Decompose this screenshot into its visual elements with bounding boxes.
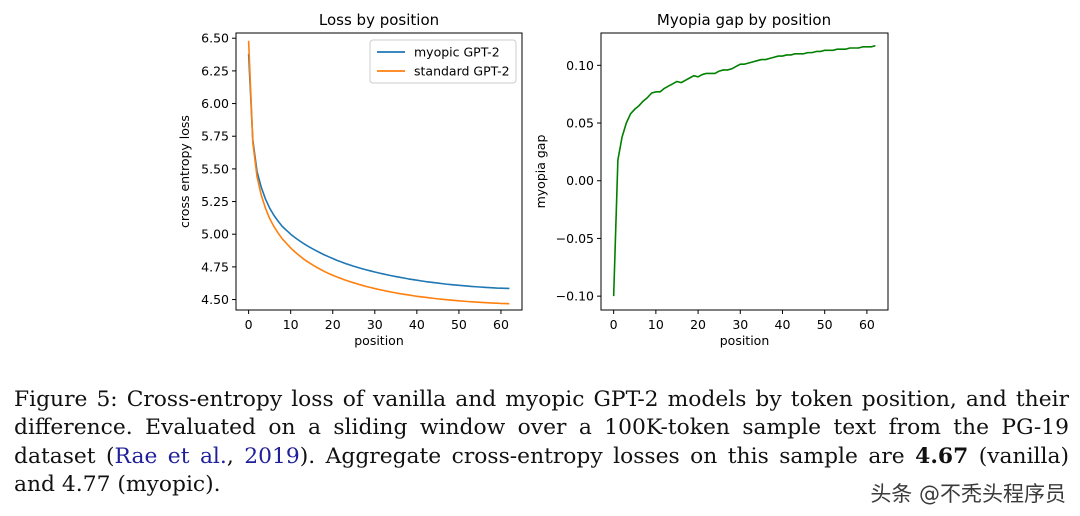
vanilla-loss-value: 4.67 <box>915 443 969 469</box>
plot-frame <box>600 32 889 311</box>
citation-separator: , <box>226 443 245 469</box>
figure-charts: 0 10 20 30 40 50 60 4.50 4.75 5.00 5.25 5.50 5.75 6.0… <box>177 11 889 348</box>
x-axis-label: position <box>720 333 770 348</box>
y-tick-label: 4.75 <box>201 259 229 274</box>
x-tick-label: 50 <box>451 317 467 332</box>
series-line-myopia-gap <box>612 44 876 297</box>
y-axis-label: myopia gap <box>533 135 548 209</box>
watermark: 头条 @不秃头程序员 <box>870 482 1066 506</box>
y-tick-label: 0.05 <box>566 116 594 131</box>
y-tick-label: 5.25 <box>201 194 229 209</box>
legend-box <box>369 39 517 84</box>
y-tick-label: 0.00 <box>566 173 594 188</box>
y-tick-label: 4.50 <box>201 292 229 307</box>
y-tick-label: 6.25 <box>201 63 229 78</box>
plot-frame <box>235 32 523 311</box>
legend: myopic GPT-2 standard GPT-2 <box>369 39 517 84</box>
y-tick-label: 5.75 <box>201 129 229 144</box>
series-line-myopic-gpt-2 <box>247 53 510 290</box>
x-tick-label: 30 <box>732 317 748 332</box>
citation-link-year[interactable]: 2019 <box>244 443 300 469</box>
y-tick-label: 6.50 <box>201 31 229 46</box>
legend-entry: myopic GPT-2 <box>414 45 500 60</box>
caption-text-2: ). Aggregate cross-entropy losses on thi… <box>299 443 916 469</box>
legend-entry: standard GPT-2 <box>414 64 510 79</box>
chart-title: Myopia gap by position <box>657 11 831 29</box>
loss-by-position-chart: 0 10 20 30 40 50 60 4.50 4.75 5.00 5.25 5.50 5.75 6.0… <box>177 11 523 348</box>
x-tick-label: 0 <box>610 317 618 332</box>
figure-caption: Figure 5: Cross-entropy loss of vanilla … <box>14 386 1069 500</box>
caption-text-1: Figure 5: Cross-entropy loss of vanilla … <box>14 387 1069 469</box>
x-tick-label: 60 <box>493 317 509 332</box>
y-tick-label: 0.10 <box>566 58 594 73</box>
myopia-gap-by-position-chart: 0 10 20 30 40 50 60 −0.10 −0.05 0.00 0.05 0.10 Myopi… <box>533 11 889 348</box>
y-axis-label: cross entropy loss <box>177 115 192 228</box>
x-tick-label: 0 <box>245 317 253 332</box>
x-axis-label: position <box>354 333 404 348</box>
x-tick-label: 30 <box>367 317 383 332</box>
caption-text-3: (vanilla) and 4.77 (myopic). <box>14 443 1070 498</box>
y-tick-label: 5.50 <box>201 161 229 176</box>
x-tick-label: 40 <box>409 317 425 332</box>
y-tick-label: −0.10 <box>556 289 594 304</box>
y-tick-label: −0.05 <box>556 231 594 246</box>
x-tick-label: 20 <box>325 317 341 332</box>
y-tick-label: 6.00 <box>201 96 229 111</box>
x-tick-label: 60 <box>859 317 875 332</box>
x-tick-label: 50 <box>817 317 833 332</box>
x-tick-label: 40 <box>775 317 791 332</box>
citation-link-authors[interactable]: Rae et al. <box>114 443 227 469</box>
x-tick-label: 10 <box>648 317 664 332</box>
series-line-standard-gpt-2 <box>247 40 510 305</box>
y-tick-label: 5.00 <box>201 227 229 242</box>
chart-title: Loss by position <box>319 11 439 29</box>
x-tick-label: 10 <box>283 317 299 332</box>
x-tick-label: 20 <box>690 317 706 332</box>
